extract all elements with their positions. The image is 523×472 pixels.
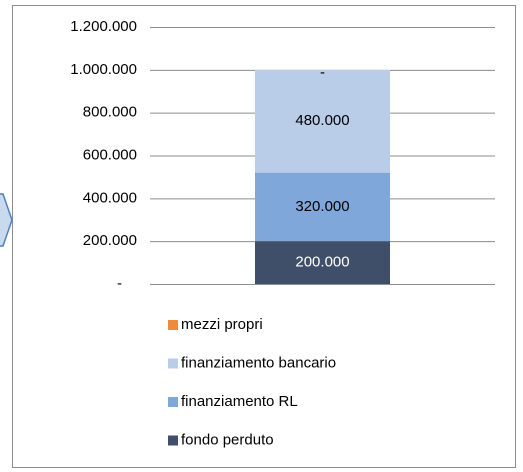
bar-segment: [255, 69, 390, 173]
y-tick-label: 600.000: [83, 146, 137, 163]
data-label: 200.000: [295, 254, 349, 271]
y-tick-label: 1.200.000: [70, 18, 137, 35]
arrow: [0, 193, 13, 247]
y-tick-label: 1.000.000: [70, 61, 137, 78]
y-tick-label: 200.000: [83, 232, 137, 249]
legend-label: mezzi propri: [181, 316, 263, 333]
bar-segment: [255, 241, 390, 284]
legend-swatch: [168, 320, 178, 330]
legend-label: finanziamento RL: [181, 393, 298, 410]
legend-swatch: [168, 397, 178, 407]
y-tick-label: 400.000: [83, 189, 137, 206]
legend-label: finanziamento bancario: [181, 354, 336, 371]
legend-swatch: [168, 435, 178, 446]
y-tick-label: 800.000: [83, 104, 137, 121]
y-tick-label: -: [117, 275, 122, 292]
data-label: 320.000: [295, 198, 349, 215]
legend-label: fondo perduto: [181, 431, 274, 448]
bar-segment: [255, 172, 390, 242]
data-label: -: [320, 64, 325, 81]
legend-swatch: [168, 358, 178, 369]
data-label: 480.000: [295, 112, 349, 129]
